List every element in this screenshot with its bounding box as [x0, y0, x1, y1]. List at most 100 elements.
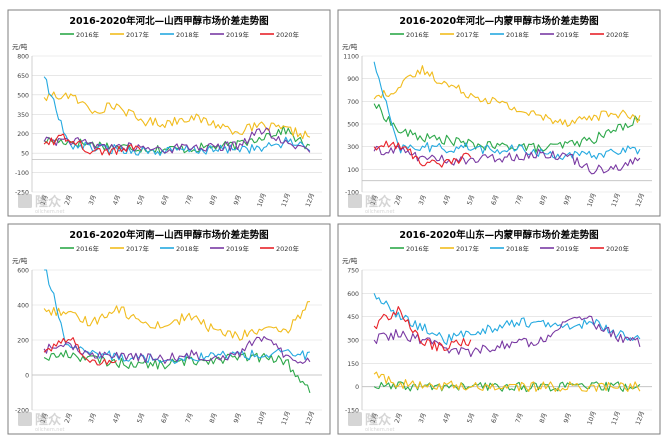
- legend-label-3: 2018年: [176, 30, 200, 39]
- legend-label-2: 2017年: [126, 30, 150, 39]
- x-tick-label: 3月: [418, 194, 428, 206]
- x-tick-label: 10月: [586, 192, 597, 208]
- series-line-2017年: [43, 301, 310, 341]
- x-tick-label: 1月: [40, 194, 50, 206]
- x-tick-label: 6月: [490, 412, 500, 424]
- x-tick-label: 2月: [394, 194, 404, 206]
- y-tick-label: 650: [17, 73, 29, 80]
- series-line-2017年: [43, 91, 311, 140]
- watermark-site: oilchem.net: [35, 427, 65, 433]
- x-tick-label: 1月: [370, 412, 380, 424]
- y-unit-label: 元/吨: [342, 42, 358, 51]
- watermark-site: oilchem.net: [365, 209, 395, 215]
- y-tick-label: 500: [17, 92, 29, 99]
- chart-frame: [7, 223, 331, 435]
- x-tick-label: 10月: [256, 192, 267, 208]
- legend-label-5: 2020年: [276, 30, 300, 39]
- y-tick-label: 50: [21, 151, 29, 158]
- x-tick-label: 12月: [305, 410, 316, 426]
- y-tick-label: -100: [15, 170, 29, 177]
- x-tick-label: 8月: [209, 412, 219, 424]
- y-tick-label: 450: [347, 314, 359, 321]
- y-tick-label: 400: [17, 303, 29, 310]
- x-tick-label: 3月: [88, 412, 98, 424]
- watermark-site: oilchem.net: [35, 209, 65, 215]
- y-tick-label: -200: [15, 408, 29, 415]
- x-tick-label: 10月: [586, 410, 597, 426]
- y-unit-label: 元/吨: [12, 256, 28, 265]
- x-tick-label: 4月: [442, 194, 452, 206]
- y-tick-label: 600: [347, 291, 359, 298]
- series-line-2018年: [373, 293, 641, 346]
- watermark-site: oilchem.net: [365, 427, 395, 433]
- watermark-logo-box: [18, 412, 32, 426]
- x-tick-label: 7月: [515, 194, 525, 206]
- legend-label-2: 2017年: [456, 244, 480, 253]
- x-tick-label: 12月: [635, 410, 646, 426]
- y-tick-label: 0: [25, 373, 29, 380]
- x-tick-label: 4月: [442, 412, 452, 424]
- y-tick-label: 500: [347, 122, 359, 129]
- chart-title: 2016-2020年河北—山西甲醇市场价差走势图: [69, 15, 268, 27]
- series-line-2018年: [43, 76, 311, 156]
- x-tick-label: 4月: [112, 412, 122, 424]
- y-tick-label: 200: [17, 131, 29, 138]
- legend-label-1: 2016年: [406, 30, 430, 39]
- x-tick-label: 2月: [64, 412, 74, 424]
- x-tick-label: 7月: [515, 412, 525, 424]
- y-tick-label: 900: [347, 76, 359, 83]
- x-tick-label: 5月: [466, 412, 476, 424]
- legend-label-1: 2016年: [406, 244, 430, 253]
- series-line-2019年: [43, 127, 311, 154]
- series-line-2018年: [373, 61, 641, 161]
- chart-frame: [337, 223, 661, 435]
- x-tick-label: 11月: [611, 410, 622, 426]
- x-tick-label: 1月: [370, 194, 380, 206]
- series-line-2020年: [43, 337, 117, 366]
- watermark-brand: 隆众: [35, 194, 61, 210]
- watermark-brand: 隆众: [35, 412, 61, 428]
- y-tick-label: 1100: [343, 54, 359, 61]
- x-tick-label: 12月: [305, 192, 316, 208]
- x-tick-label: 2月: [64, 194, 74, 206]
- x-tick-label: 5月: [136, 412, 146, 424]
- y-tick-label: -250: [15, 190, 29, 197]
- x-tick-label: 2月: [394, 412, 404, 424]
- y-tick-label: 600: [17, 268, 29, 275]
- chart-title: 2016-2020年河南—山西甲醇市场价差走势图: [69, 229, 268, 241]
- chart-title: 2016-2020年山东—内蒙甲醇市场价差走势图: [399, 229, 598, 241]
- x-tick-label: 1月: [40, 412, 50, 424]
- y-unit-label: 元/吨: [342, 256, 358, 265]
- legend-label-5: 2020年: [606, 30, 630, 39]
- x-tick-label: 7月: [185, 412, 195, 424]
- x-tick-label: 8月: [539, 194, 549, 206]
- y-tick-label: 150: [347, 361, 359, 368]
- chart-panel-1: 2016-2020年河北—山西甲醇市场价差走势图 2016年 2017年 2018年 2…: [7, 9, 331, 217]
- series-line-2019年: [43, 336, 311, 364]
- x-tick-label: 3月: [418, 412, 428, 424]
- series-line-2017年: [373, 371, 641, 392]
- y-tick-label: -150: [345, 408, 359, 415]
- x-tick-label: 5月: [466, 194, 476, 206]
- legend-label-1: 2016年: [76, 30, 100, 39]
- legend-label-4: 2019年: [556, 30, 580, 39]
- x-tick-label: 4月: [112, 194, 122, 206]
- watermark-brand: 隆众: [365, 412, 391, 428]
- chart-panel-4: 2016-2020年山东—内蒙甲醇市场价差走势图 2016年 2017年 2018年 2…: [337, 223, 661, 435]
- x-tick-label: 8月: [209, 194, 219, 206]
- chart-frame: [7, 9, 331, 217]
- series-line-2017年: [373, 65, 641, 127]
- x-tick-label: 10月: [256, 410, 267, 426]
- y-tick-label: -100: [345, 190, 359, 197]
- legend-label-3: 2018年: [506, 30, 530, 39]
- legend-label-4: 2019年: [226, 30, 250, 39]
- y-tick-label: 100: [347, 167, 359, 174]
- legend-label-4: 2019年: [226, 244, 250, 253]
- watermark-logo-box: [18, 194, 32, 208]
- y-unit-label: 元/吨: [12, 42, 28, 51]
- x-tick-label: 9月: [563, 412, 573, 424]
- legend-label-3: 2018年: [176, 244, 200, 253]
- legend-label-3: 2018年: [506, 244, 530, 253]
